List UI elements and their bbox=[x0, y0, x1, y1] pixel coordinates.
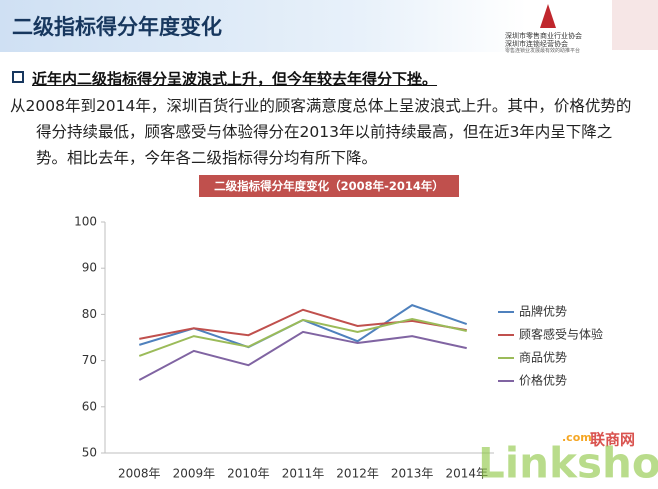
logo-side bbox=[612, 0, 658, 50]
logo-text: 深圳市零售商业行业协会 深圳市连锁经营协会 bbox=[505, 32, 582, 48]
x-tick-label: 2009年 bbox=[173, 467, 216, 481]
x-tick-label: 2013年 bbox=[391, 467, 434, 481]
legend-label: 顾客感受与体验 bbox=[519, 327, 603, 342]
x-tick-label: 2012年 bbox=[336, 467, 379, 481]
watermark-domain: .com bbox=[562, 431, 592, 444]
legend-label: 品牌优势 bbox=[519, 305, 567, 319]
logo-slogan: 零售连锁业发展最有效的助推平台 bbox=[505, 48, 581, 54]
y-tick-label: 60 bbox=[82, 399, 97, 413]
series-line bbox=[138, 304, 468, 349]
series-line bbox=[138, 330, 467, 381]
legend-label: 价格优势 bbox=[519, 373, 567, 388]
chart-title-box bbox=[199, 175, 459, 197]
bullet-point: 近年内二级指标得分呈波浪式上升，但今年较去年得分下挫。 bbox=[12, 68, 437, 89]
logo-emblem bbox=[540, 4, 556, 28]
legend-label: 商品优势 bbox=[519, 350, 567, 365]
y-tick-label: 90 bbox=[82, 261, 97, 275]
x-tick-label: 2010年 bbox=[227, 467, 270, 481]
y-tick-label: 100 bbox=[74, 215, 97, 229]
logo-line: 深圳市零售商业行业协会 bbox=[505, 32, 582, 40]
series-line bbox=[139, 308, 467, 340]
paragraph: 从2008年到2014年，深圳百货行业的顾客满意度总体上呈波浪式上升。其中，价格… bbox=[10, 97, 632, 167]
y-tick-label: 70 bbox=[82, 353, 97, 367]
x-tick-label: 2014年 bbox=[445, 467, 488, 481]
y-tick-label: 80 bbox=[82, 307, 97, 321]
logo-line: 深圳市连锁经营协会 bbox=[505, 40, 568, 48]
x-tick-label: 2008年 bbox=[118, 467, 161, 481]
watermark-cn: 联商网 bbox=[590, 431, 635, 449]
x-tick-label: 2011年 bbox=[282, 467, 325, 481]
watermark-brand: Linkshop bbox=[478, 439, 658, 488]
slide-title: 二级指标得分年度变化 bbox=[12, 15, 222, 39]
chart-title: 二级指标得分年度变化（2008年-2014年） bbox=[214, 179, 444, 193]
series-line bbox=[138, 317, 467, 357]
y-tick-label: 50 bbox=[82, 446, 97, 460]
